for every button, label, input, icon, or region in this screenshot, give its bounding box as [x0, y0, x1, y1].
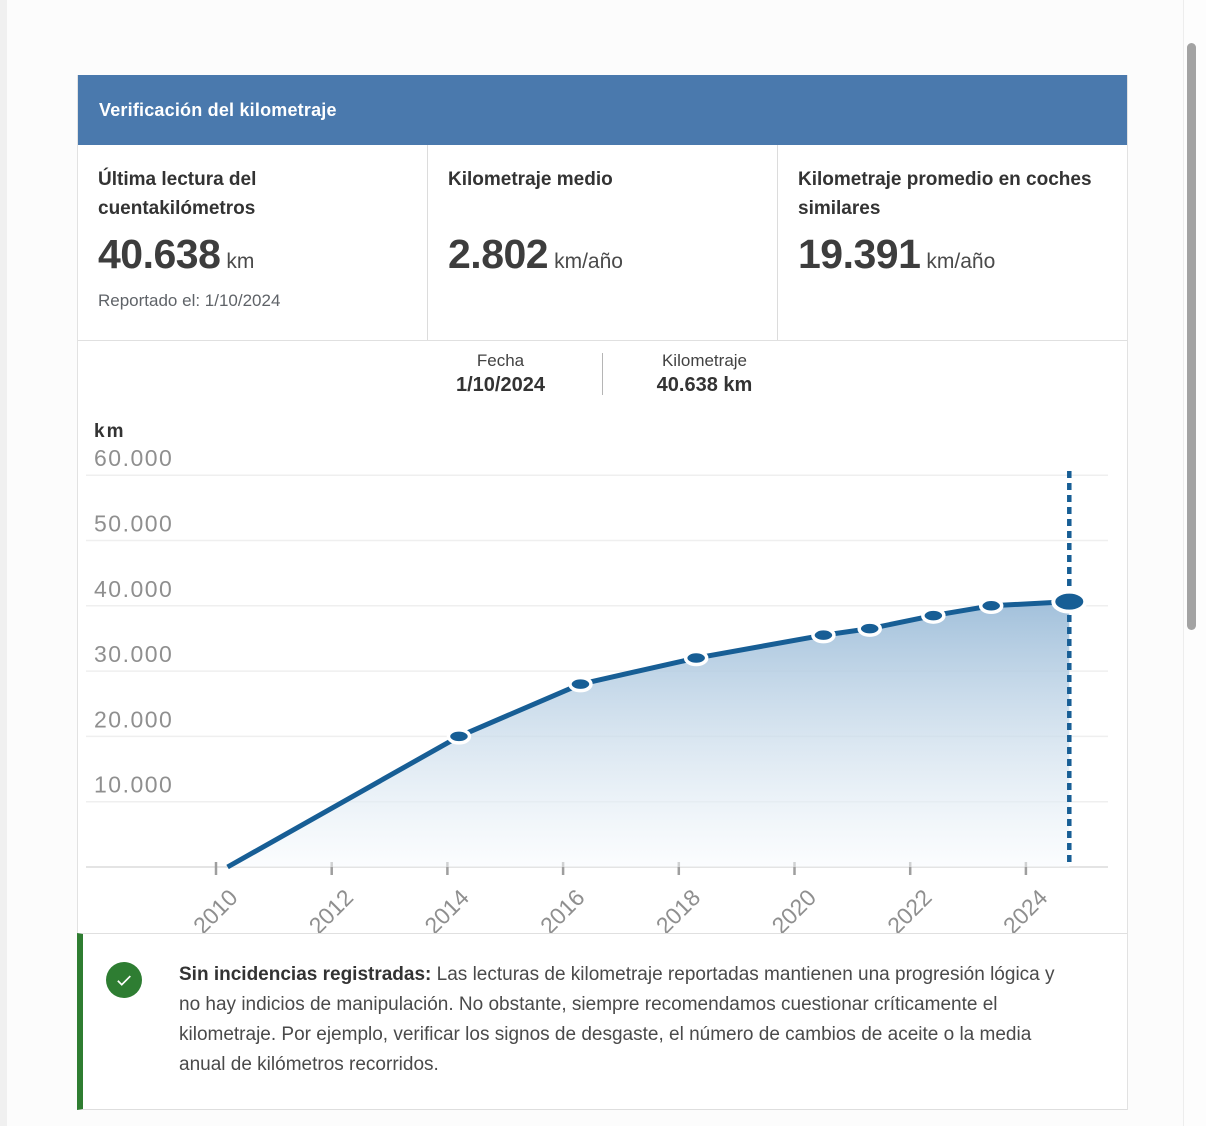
tooltip-date-label: Fecha	[476, 351, 525, 370]
x-axis-tick-label: 2010	[188, 884, 243, 934]
check-circle-icon	[106, 962, 142, 998]
section-title: Verificación del kilometraje	[99, 99, 337, 120]
y-axis-tick-label: 50.000	[94, 511, 173, 537]
tooltip-divider	[602, 353, 603, 395]
mileage-verification-card: Verificación del kilometraje Última lect…	[77, 75, 1128, 1110]
page-left-gutter	[0, 0, 7, 1126]
x-axis-tick-label: 2014	[419, 884, 474, 934]
assessment-box: Sin incidencias registradas: Las lectura…	[77, 933, 1127, 1110]
tooltip-mileage-value: 40.638 km	[656, 374, 753, 396]
assessment-body: Las lecturas de kilometraje reportadas m…	[179, 964, 1055, 1075]
stat-card-last-reading: Última lectura del cuentakilómetros 40.6…	[78, 145, 427, 340]
stat-value: 40.638	[98, 231, 221, 277]
chart-area-fill	[227, 601, 1070, 867]
stat-value: 19.391	[798, 231, 921, 277]
y-axis-title: km	[94, 421, 125, 442]
tooltip-date-column: Fecha 1/10/2024	[413, 351, 588, 397]
chart-data-point[interactable]	[568, 675, 593, 693]
x-axis-tick-label: 2018	[651, 884, 706, 934]
tooltip-date-value: 1/10/2024	[456, 374, 545, 396]
stat-card-similar-cars-average: Kilometraje promedio en coches similares…	[777, 145, 1127, 340]
chart-data-point[interactable]	[921, 607, 946, 624]
stats-row: Última lectura del cuentakilómetros 40.6…	[78, 145, 1127, 340]
stat-unit: km/año	[554, 250, 623, 273]
scrollbar-track[interactable]	[1183, 0, 1206, 1126]
assessment-text: Sin incidencias registradas: Las lectura…	[179, 960, 1069, 1080]
x-axis-tick-label: 2016	[535, 884, 590, 934]
y-axis-tick-label: 30.000	[94, 641, 173, 667]
assessment-title: Sin incidencias registradas:	[179, 964, 432, 985]
y-axis-tick-label: 10.000	[94, 772, 173, 798]
tooltip-mileage-label: Kilometraje	[661, 351, 748, 370]
section-header: Verificación del kilometraje	[78, 75, 1127, 145]
x-axis-tick-label: 2020	[766, 884, 821, 934]
chart-data-point[interactable]	[811, 626, 836, 644]
chart-tooltip: Fecha 1/10/2024 Kilometraje 40.638 km	[78, 351, 1127, 397]
stat-card-average-mileage: Kilometraje medio 2.802 km/año	[427, 145, 777, 340]
stat-value: 2.802	[448, 231, 549, 277]
stat-unit: km/año	[926, 250, 996, 273]
y-axis-tick-label: 60.000	[94, 445, 173, 471]
current-reading-point[interactable]	[1051, 589, 1088, 614]
stat-title: Última lectura del cuentakilómetros	[98, 169, 257, 220]
stat-unit: km	[226, 250, 255, 273]
x-axis-tick-label: 2012	[304, 884, 359, 934]
stat-title: Kilometraje medio	[448, 169, 613, 190]
chart-data-point[interactable]	[978, 597, 1004, 615]
tooltip-mileage-column: Kilometraje 40.638 km	[617, 351, 792, 397]
y-axis-tick-label: 40.000	[94, 576, 173, 602]
chart-section: Fecha 1/10/2024 Kilometraje 40.638 km 60…	[78, 340, 1129, 934]
scrollbar-thumb[interactable]	[1187, 43, 1196, 630]
y-axis-tick-label: 20.000	[94, 706, 173, 732]
x-axis-tick-label: 2022	[882, 884, 937, 934]
chart-data-point[interactable]	[857, 620, 882, 637]
chart-data-point[interactable]	[683, 649, 709, 667]
stat-title: Kilometraje promedio en coches similares	[798, 169, 1092, 220]
stat-reported-date: Reportado el: 1/10/2024	[98, 291, 281, 310]
chart-data-point[interactable]	[446, 728, 472, 745]
mileage-line-chart[interactable]: 60.000 50.000 40.000 30.000 20.000 10.000 km 20…	[78, 341, 1129, 934]
x-axis-tick-label: 2024	[998, 884, 1053, 934]
checkmark-glyph	[117, 975, 131, 986]
